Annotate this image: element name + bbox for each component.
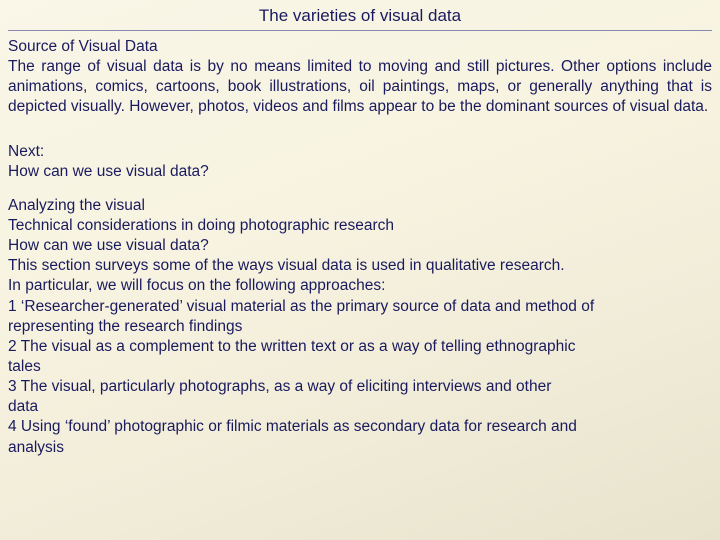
body-line: analysis bbox=[8, 438, 712, 458]
body-line: 1 ‘Researcher-generated’ visual material… bbox=[8, 297, 712, 317]
body-line: tales bbox=[8, 357, 712, 377]
body-line: 4 Using ‘found’ photographic or filmic m… bbox=[8, 417, 712, 437]
next-label: Next: bbox=[8, 142, 712, 162]
body-line: Technical considerations in doing photog… bbox=[8, 216, 712, 236]
body-line: 2 The visual as a complement to the writ… bbox=[8, 337, 712, 357]
spacer bbox=[8, 182, 712, 196]
body-line: How can we use visual data? bbox=[8, 236, 712, 256]
next-question: How can we use visual data? bbox=[8, 162, 712, 182]
body-line: This section surveys some of the ways vi… bbox=[8, 256, 712, 276]
body-line: data bbox=[8, 397, 712, 417]
body-line: representing the research findings bbox=[8, 317, 712, 337]
body-line: Analyzing the visual bbox=[8, 196, 712, 216]
section-para-source: The range of visual data is by no means … bbox=[8, 57, 712, 117]
slide-page: The varieties of visual data Source of V… bbox=[0, 0, 720, 540]
body-line: In particular, we will focus on the foll… bbox=[8, 276, 712, 296]
spacer bbox=[8, 128, 712, 142]
page-title: The varieties of visual data bbox=[8, 4, 712, 31]
body-line: 3 The visual, particularly photographs, … bbox=[8, 377, 712, 397]
section-heading-source: Source of Visual Data bbox=[8, 37, 712, 57]
